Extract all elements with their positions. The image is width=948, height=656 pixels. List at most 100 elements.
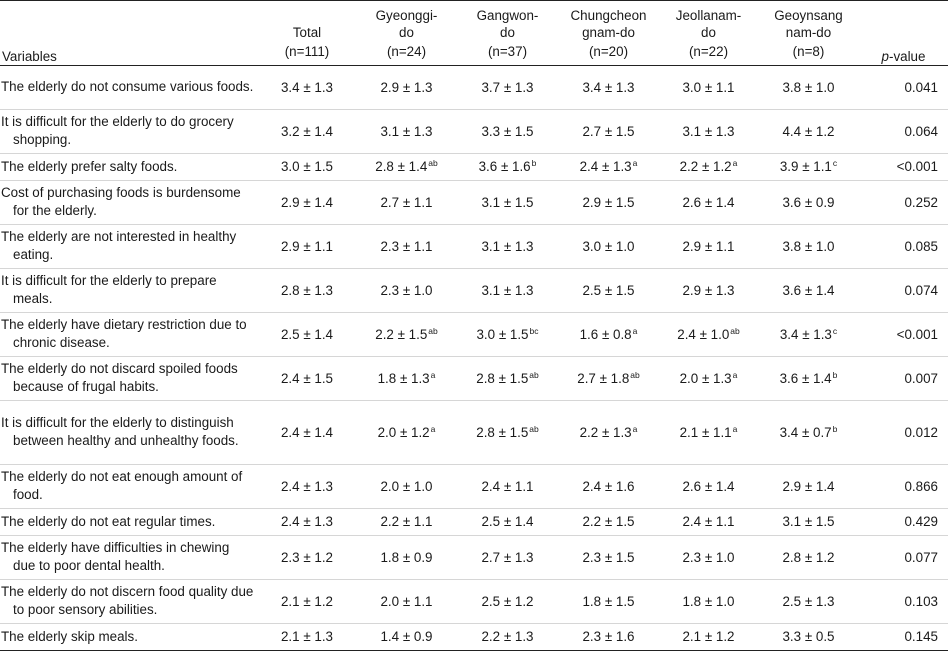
cell-chungcheong: 2.7 ± 1.5 (558, 109, 659, 154)
cell-chungcheong: 2.4 ± 1.6 (558, 464, 659, 509)
cell-value: 3.1 ± 1.3 (380, 123, 433, 139)
cell-value: 3.0 ± 1.1 (682, 79, 735, 95)
cell-geoynsang: 3.3 ± 0.5 (758, 623, 859, 651)
cell-jeollanam: 2.2 ± 1.2a (659, 153, 758, 181)
cell-value: 2.7 ± 1.5 (582, 123, 635, 139)
header-variables: Variables (0, 0, 258, 66)
header-geoynsang-line1: Geoynsang (774, 8, 843, 23)
cell-chungcheong: 2.3 ± 1.5 (558, 535, 659, 580)
cell-jeollanam: 3.0 ± 1.1 (659, 65, 758, 110)
cell-geoynsang: 2.5 ± 1.3 (758, 579, 859, 624)
cell-value: 3.4 ± 1.3 (582, 79, 635, 95)
row-label-cell: The elderly do not eat regular times. (0, 508, 258, 536)
row-label-cell: The elderly do not consume various foods… (0, 65, 258, 110)
cell-chungcheong: 2.9 ± 1.5 (558, 180, 659, 225)
cell-gyeonggi: 2.2 ± 1.5ab (356, 312, 457, 357)
cell-gangwon: 2.8 ± 1.5ab (457, 356, 558, 401)
row-label-cell: It is difficult for the elderly to disti… (0, 400, 258, 465)
cell-geoynsang: 3.6 ± 1.4b (758, 356, 859, 401)
cell-superscript: a (430, 369, 436, 380)
cell-jeollanam: 1.8 ± 1.0 (659, 579, 758, 624)
cell-gyeonggi: 2.8 ± 1.4ab (356, 153, 457, 181)
header-jeollanam-line1: Jeollanam- (675, 8, 742, 23)
header-total-n: (n=111) (258, 41, 356, 66)
cell-superscript: ab (630, 369, 640, 380)
header-pvalue-rest: -value (888, 49, 926, 64)
cell-superscript: a (632, 325, 638, 336)
cell-value: 2.7 ± 1.8 (577, 370, 630, 386)
table-header: Variables Total Gyeonggi-do Gangwon-do C… (0, 0, 948, 66)
cell-superscript: c (832, 325, 838, 336)
cell-value: 3.7 ± 1.3 (481, 79, 534, 95)
cell-superscript: ab (730, 325, 740, 336)
header-pvalue: p-value (859, 0, 948, 66)
header-gyeonggi: Gyeonggi-do (356, 0, 457, 41)
row-label: The elderly are not interested in health… (1, 229, 237, 262)
cell-value: 1.6 ± 0.8 (579, 326, 632, 342)
cell-geoynsang: 2.9 ± 1.4 (758, 464, 859, 509)
cell-value: 2.4 ± 1.1 (682, 514, 735, 530)
cell-value: 1.8 ± 1.0 (682, 593, 735, 609)
header-gangwon-n: (n=37) (457, 41, 558, 66)
cell-value: 2.0 ± 1.3 (679, 370, 732, 386)
row-label: The elderly do not discern food quality … (1, 584, 254, 617)
cell-total: 2.8 ± 1.3 (258, 268, 356, 313)
cell-value: 2.2 ± 1.5 (582, 514, 635, 530)
cell-superscript: a (732, 423, 738, 434)
cell-value: 3.0 ± 1.5 (280, 159, 334, 175)
cell-value: 2.3 ± 1.1 (380, 238, 433, 254)
cell-geoynsang: 3.4 ± 1.3c (758, 312, 859, 357)
cell-value: 3.3 ± 0.5 (782, 629, 835, 645)
cell-pvalue: 0.145 (859, 623, 948, 651)
cell-geoynsang: 3.6 ± 0.9 (758, 180, 859, 225)
cell-value: 3.2 ± 1.4 (280, 123, 334, 139)
cell-pvalue: 0.866 (859, 464, 948, 509)
cell-pvalue: 0.429 (859, 508, 948, 536)
cell-pvalue: 0.041 (859, 65, 948, 110)
header-gangwon: Gangwon-do (457, 0, 558, 41)
row-label-cell: The elderly prefer salty foods. (0, 153, 258, 181)
cell-jeollanam: 2.6 ± 1.4 (659, 464, 758, 509)
cell-geoynsang: 3.8 ± 1.0 (758, 65, 859, 110)
cell-geoynsang: 4.4 ± 1.2 (758, 109, 859, 154)
cell-value: 3.8 ± 1.0 (782, 79, 835, 95)
cell-value: 2.9 ± 1.5 (582, 194, 635, 210)
cell-superscript: a (430, 423, 436, 434)
cell-jeollanam: 2.0 ± 1.3a (659, 356, 758, 401)
cell-value: 4.4 ± 1.2 (782, 123, 835, 139)
cell-chungcheong: 1.8 ± 1.5 (558, 579, 659, 624)
table-row: The elderly have difficulties in chewing… (0, 535, 948, 580)
cell-superscript: b (832, 423, 838, 434)
cell-superscript: ab (529, 369, 539, 380)
cell-jeollanam: 2.9 ± 1.1 (659, 224, 758, 269)
cell-gangwon: 3.1 ± 1.3 (457, 224, 558, 269)
cell-value: 3.6 ± 1.6 (478, 159, 531, 175)
cell-value: 2.5 ± 1.2 (481, 593, 534, 609)
cell-value: 2.8 ± 1.5 (476, 370, 529, 386)
row-label: Cost of purchasing foods is burdensome f… (1, 185, 241, 218)
cell-geoynsang: 3.1 ± 1.5 (758, 508, 859, 536)
cell-value: 3.6 ± 1.4 (782, 282, 835, 298)
header-geoynsang-n: (n=8) (758, 41, 859, 66)
row-label-cell: It is difficult for the elderly to prepa… (0, 268, 258, 313)
cell-total: 2.1 ± 1.2 (258, 579, 356, 624)
cell-pvalue: 0.103 (859, 579, 948, 624)
cell-superscript: a (632, 423, 638, 434)
cell-pvalue: <0.001 (859, 312, 948, 357)
cell-gangwon: 3.6 ± 1.6b (457, 153, 558, 181)
cell-chungcheong: 2.2 ± 1.5 (558, 508, 659, 536)
cell-gangwon: 2.2 ± 1.3 (457, 623, 558, 651)
cell-value: 2.4 ± 1.3 (579, 159, 632, 175)
cell-value: 2.3 ± 1.2 (280, 549, 334, 565)
cell-value: 2.3 ± 1.0 (380, 282, 433, 298)
table-row: It is difficult for the elderly to prepa… (0, 268, 948, 313)
table-row: The elderly skip meals. 2.1 ± 1.3 1.4 ± 0.… (0, 623, 948, 651)
cell-jeollanam: 2.6 ± 1.4 (659, 180, 758, 225)
cell-value: 2.5 ± 1.4 (280, 326, 334, 342)
cell-chungcheong: 2.3 ± 1.6 (558, 623, 659, 651)
cell-gyeonggi: 1.8 ± 1.3a (356, 356, 457, 401)
cell-value: 3.1 ± 1.3 (481, 238, 534, 254)
cell-geoynsang: 2.8 ± 1.2 (758, 535, 859, 580)
cell-chungcheong: 2.5 ± 1.5 (558, 268, 659, 313)
